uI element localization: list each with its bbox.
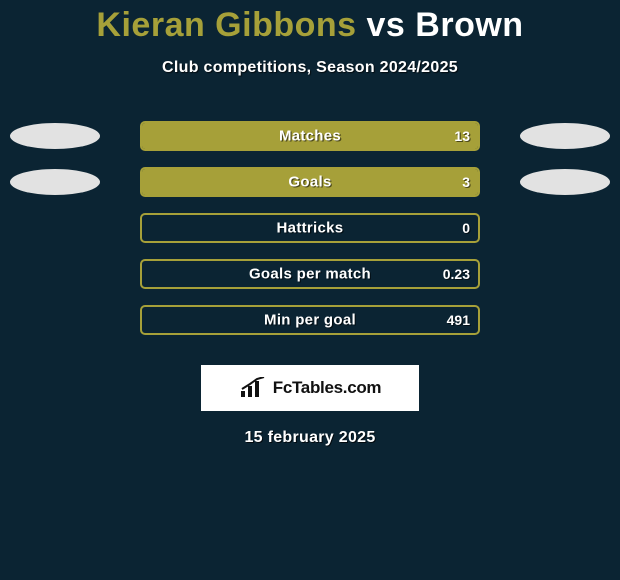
stat-value: 491	[447, 312, 470, 328]
brand-box[interactable]: FcTables.com	[201, 365, 419, 411]
stat-value: 0	[462, 220, 470, 236]
stat-row: Matches13	[0, 113, 620, 159]
title-separator: vs	[357, 6, 416, 44]
date-line: 15 february 2025	[0, 429, 620, 447]
stat-label: Goals per match	[142, 266, 478, 283]
comparison-title: Kieran Gibbons vs Brown	[0, 0, 620, 45]
stat-label: Min per goal	[142, 312, 478, 329]
stat-bar: Min per goal491	[140, 305, 480, 335]
player1-ellipse	[10, 123, 100, 149]
stat-bar: Hattricks0	[140, 213, 480, 243]
stat-value: 3	[462, 174, 470, 190]
stat-label: Matches	[142, 128, 478, 145]
subtitle: Club competitions, Season 2024/2025	[0, 59, 620, 77]
stat-row: Goals per match0.23	[0, 251, 620, 297]
brand-logo-icon	[239, 377, 267, 399]
stat-label: Goals	[142, 174, 478, 191]
stat-row: Hattricks0	[0, 205, 620, 251]
stat-row: Goals3	[0, 159, 620, 205]
player2-ellipse	[520, 169, 610, 195]
stat-value: 13	[454, 128, 470, 144]
stat-bar: Goals3	[140, 167, 480, 197]
player2-name: Brown	[415, 6, 523, 44]
player2-ellipse	[520, 123, 610, 149]
stat-label: Hattricks	[142, 220, 478, 237]
stat-bar: Goals per match0.23	[140, 259, 480, 289]
stat-row: Min per goal491	[0, 297, 620, 343]
player1-name: Kieran Gibbons	[96, 6, 356, 44]
stat-value: 0.23	[443, 266, 470, 282]
brand-text: FcTables.com	[273, 378, 382, 398]
stat-bar: Matches13	[140, 121, 480, 151]
player1-ellipse	[10, 169, 100, 195]
stats-rows: Matches13 Goals3 Hattricks0 Goals per match…	[0, 113, 620, 343]
